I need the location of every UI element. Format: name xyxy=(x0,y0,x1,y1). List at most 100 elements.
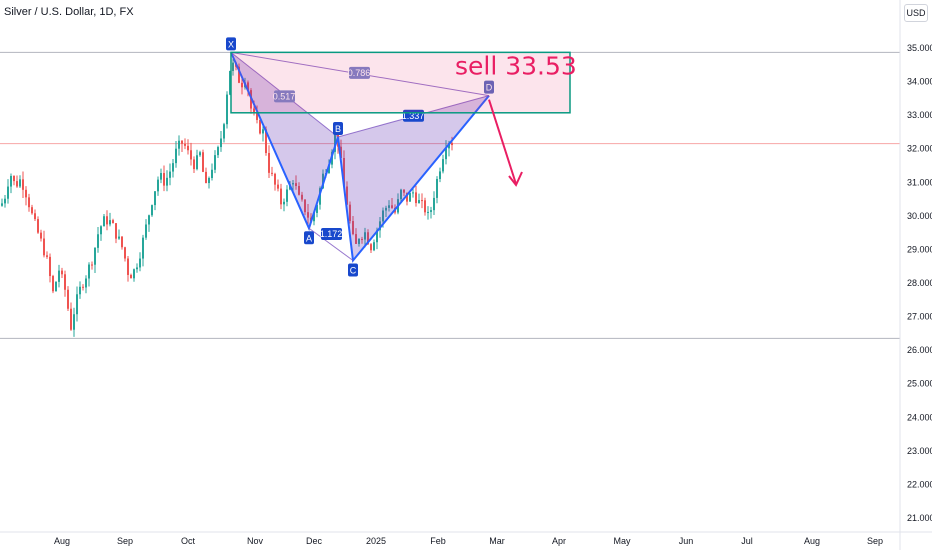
pattern-point-marker xyxy=(304,231,314,245)
candle-body xyxy=(136,267,138,270)
candle-body xyxy=(412,192,414,194)
candle-body xyxy=(403,189,405,193)
candle-body xyxy=(4,198,6,204)
price-tick-label: 29.000 xyxy=(907,244,932,254)
candle-body xyxy=(313,212,315,222)
candle-body xyxy=(58,270,60,282)
candle-body xyxy=(355,234,357,244)
candle-body xyxy=(304,199,306,213)
time-tick-label: Oct xyxy=(181,536,196,546)
time-tick-label: Aug xyxy=(804,536,820,546)
time-tick-label: Dec xyxy=(306,536,323,546)
candle-body xyxy=(211,169,213,178)
candle-body xyxy=(388,205,390,208)
ratio-label: 0.786 xyxy=(348,68,371,78)
candle-body xyxy=(385,207,387,211)
candle-body xyxy=(190,150,192,160)
candle-body xyxy=(76,294,78,315)
candle-body xyxy=(364,232,366,240)
candle-body xyxy=(427,211,429,213)
candle-body xyxy=(1,203,3,206)
candle-body xyxy=(172,163,174,172)
price-axis[interactable]: 35.000 34.000 33.000 32.000 31.000 30.000 29.0… xyxy=(899,0,932,550)
candle-body xyxy=(187,145,189,151)
candle-body xyxy=(157,179,159,192)
candle-body xyxy=(274,173,276,185)
candle-body xyxy=(346,186,348,205)
time-tick-label: Apr xyxy=(552,536,566,546)
candle-body xyxy=(373,242,375,251)
time-tick-label: Mar xyxy=(489,536,505,546)
candle-body xyxy=(196,155,198,170)
candle-body xyxy=(328,164,330,174)
candle-body xyxy=(379,221,381,231)
candle-body xyxy=(277,184,279,189)
candle-body xyxy=(214,155,216,170)
candle-body xyxy=(61,270,63,275)
candle-body xyxy=(70,308,72,330)
sell-zone[interactable]: sell 33.53 xyxy=(230,51,577,187)
candle-body xyxy=(223,124,225,139)
candle-body xyxy=(130,274,132,279)
candle-body xyxy=(31,207,33,214)
candle-body xyxy=(145,224,147,238)
candle-body xyxy=(316,204,318,213)
time-tick-label: Feb xyxy=(430,536,446,546)
time-axis[interactable]: Aug Sep Oct Nov Dec 2025 Feb Mar Apr May Jun Jul Aug… xyxy=(0,531,932,546)
candle-body xyxy=(55,281,57,292)
candle-body xyxy=(10,175,12,187)
candle-body xyxy=(358,238,360,244)
price-tick-label: 27.000 xyxy=(907,312,932,322)
price-tick-label: 31.000 xyxy=(907,177,932,187)
candle-body xyxy=(82,286,84,288)
price-tick-label: 26.000 xyxy=(907,345,932,355)
candle-body xyxy=(259,119,261,134)
price-tick-label: 21.000 xyxy=(907,513,932,523)
ratio-label-bg xyxy=(274,90,295,103)
currency-button[interactable]: USD xyxy=(904,4,928,22)
candle-body xyxy=(67,289,69,309)
candle-body xyxy=(118,236,120,239)
candle-body xyxy=(280,188,282,205)
candle-body xyxy=(367,232,369,245)
candle-body xyxy=(181,140,183,144)
candle-body xyxy=(241,82,243,88)
candle-body xyxy=(52,276,54,292)
candle-body xyxy=(400,189,402,200)
candle-body xyxy=(97,234,99,248)
price-tick-label: 23.000 xyxy=(907,446,932,456)
candle-body xyxy=(193,159,195,170)
time-tick-label: 2025 xyxy=(366,536,386,546)
candle-body xyxy=(199,152,201,156)
candle-body xyxy=(295,183,297,187)
pattern-point-label: D xyxy=(486,83,493,93)
candle-body xyxy=(268,153,270,173)
candle-body xyxy=(205,171,207,184)
candle-body xyxy=(163,173,165,186)
pattern-point-label: A xyxy=(306,233,312,243)
candle-body xyxy=(232,62,234,71)
candle-body xyxy=(292,183,294,185)
candle-body xyxy=(340,146,342,159)
candle-body xyxy=(421,200,423,202)
pattern-point-marker xyxy=(348,263,358,277)
sell-arrow-head xyxy=(508,171,523,187)
candle-body xyxy=(148,215,150,225)
price-tick-label: 33.000 xyxy=(907,110,932,120)
candle-body xyxy=(406,192,408,202)
candle-body xyxy=(121,236,123,248)
candle-body xyxy=(151,205,153,216)
candle-body xyxy=(436,178,438,198)
candle-body xyxy=(160,173,162,180)
candle-body xyxy=(34,213,36,220)
candle-body xyxy=(265,129,267,154)
harmonic-pattern[interactable]: X A B C D 0.517 0.786 1.172 1.337 xyxy=(226,37,494,277)
time-tick-label: Jul xyxy=(741,536,753,546)
price-tick-label: 28.000 xyxy=(907,278,932,288)
sell-arrow-line xyxy=(488,99,517,185)
candle-body xyxy=(229,70,231,95)
candle-body xyxy=(88,264,90,279)
candle-body xyxy=(49,256,51,277)
time-tick-label: Nov xyxy=(247,536,264,546)
